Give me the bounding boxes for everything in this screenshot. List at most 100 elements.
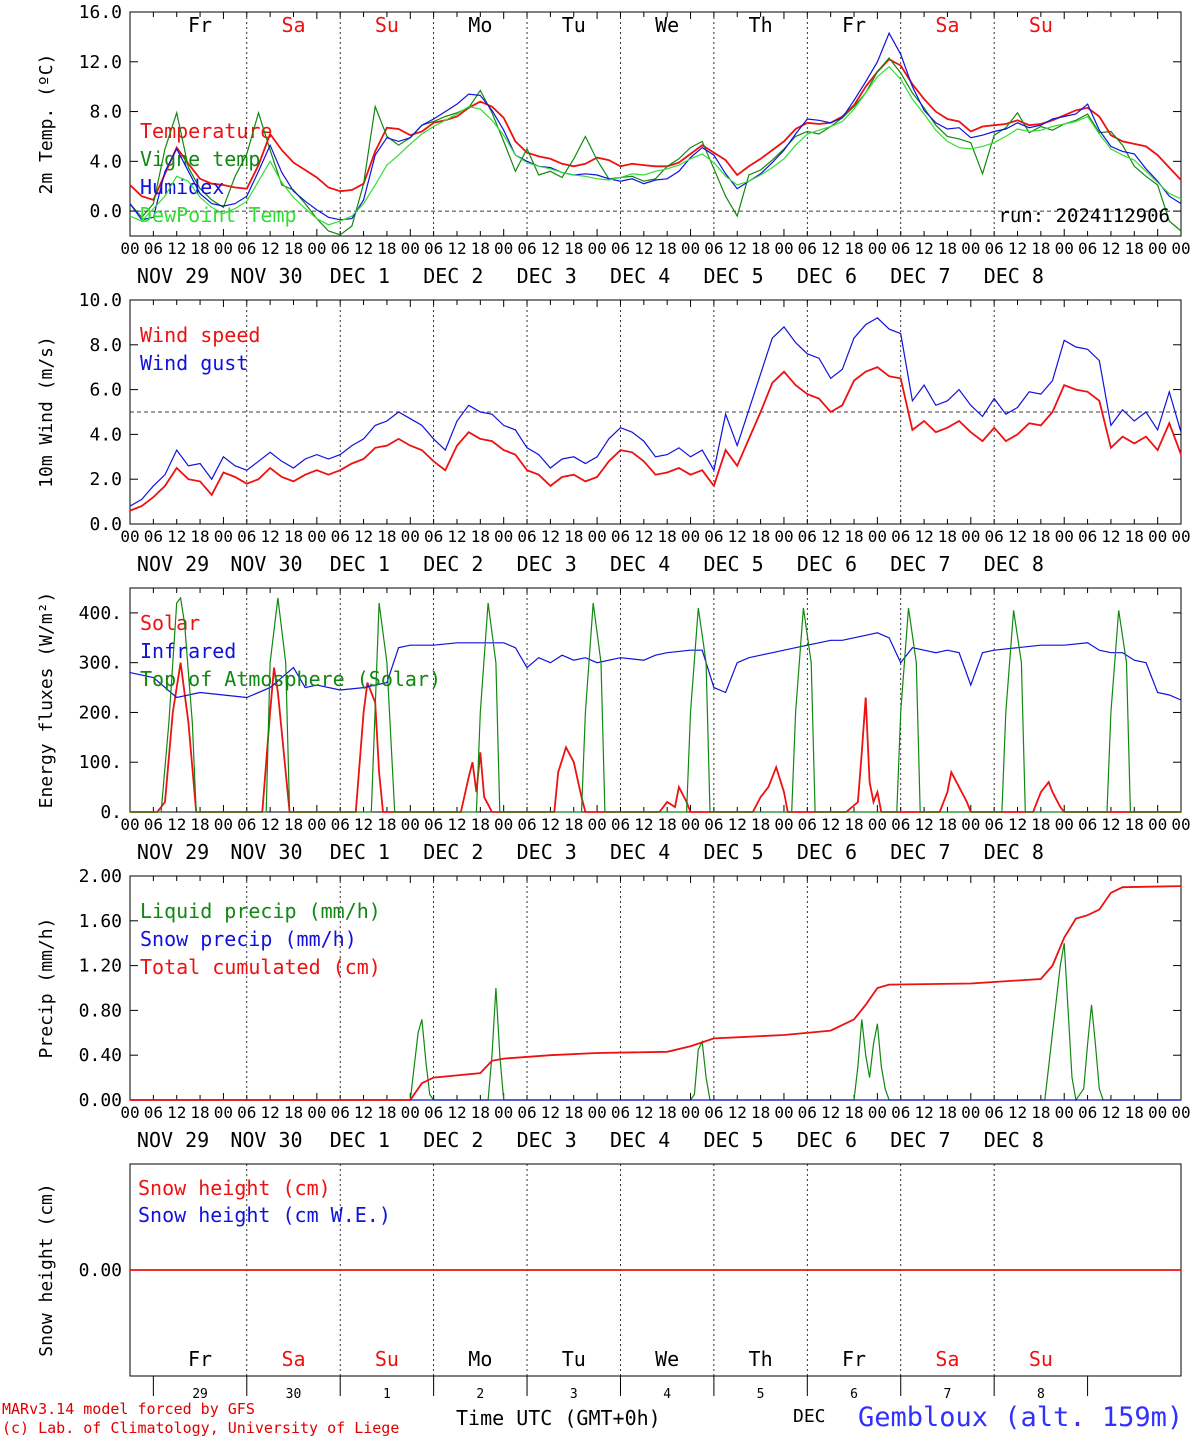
hour-tick-label: 18 — [564, 527, 583, 546]
y-tick-label: 0.00 — [79, 1090, 122, 1111]
legend-entry: Temperature — [140, 119, 272, 143]
hour-tick-label: 00 — [120, 239, 139, 258]
hour-tick-label: 18 — [658, 815, 677, 834]
day-number-label: 5 — [757, 1387, 765, 1402]
hour-tick-label: 12 — [541, 815, 560, 834]
hour-tick-label: 06 — [891, 527, 910, 546]
hour-tick-label: 18 — [844, 815, 863, 834]
day-number-label: 3 — [570, 1387, 578, 1402]
hour-tick-label: 00 — [774, 1103, 793, 1122]
hour-tick-label: 12 — [261, 1103, 280, 1122]
y-tick-label: 0.0 — [89, 514, 122, 535]
hour-tick-label: 00 — [868, 239, 887, 258]
weekday-label: Fr — [842, 13, 866, 37]
hour-tick-label: 12 — [167, 1103, 186, 1122]
hour-tick-label: 06 — [798, 527, 817, 546]
hour-tick-label: 00 — [120, 1103, 139, 1122]
weekday-label: Fr — [842, 1347, 866, 1371]
hour-tick-label: 06 — [424, 1103, 443, 1122]
hour-tick-label: 00 — [494, 815, 513, 834]
y-tick-label: 16.0 — [79, 2, 122, 23]
date-label: NOV 30 — [230, 552, 302, 576]
hour-tick-label: 06 — [144, 815, 163, 834]
hour-tick-label: 00 — [1171, 239, 1190, 258]
hour-tick-label: 06 — [611, 527, 630, 546]
legend-entry: Total cumulated (cm) — [140, 955, 381, 979]
hour-tick-label: 00 — [1055, 527, 1074, 546]
date-label: DEC 8 — [984, 840, 1044, 864]
weekday-label: We — [655, 13, 679, 37]
hour-tick-label: 12 — [1008, 1103, 1027, 1122]
hour-tick-label: 18 — [471, 1103, 490, 1122]
hour-tick-label: 06 — [517, 239, 536, 258]
y-tick-label: 0.00 — [79, 1260, 122, 1281]
hour-tick-label: 00 — [307, 239, 326, 258]
hour-tick-label: 00 — [961, 527, 980, 546]
day-number-label: 29 — [192, 1387, 208, 1402]
day-number-label: 4 — [663, 1387, 671, 1402]
hour-tick-label: 00 — [1055, 1103, 1074, 1122]
hour-tick-label: 12 — [914, 527, 933, 546]
hour-tick-label: 12 — [634, 527, 653, 546]
panel-3: 00 06 12 18 00 06 12 18 00 06 12 18 00 06 12 18 00 06 12 18… — [36, 587, 1191, 864]
hour-tick-label: 12 — [447, 527, 466, 546]
hour-tick-label: 18 — [471, 239, 490, 258]
hour-tick-label: 18 — [471, 815, 490, 834]
y-tick-label: 300. — [79, 653, 122, 674]
hour-tick-label: 00 — [681, 815, 700, 834]
day-number-strip: 29 30 1 2 3 4 5 6 7 8 — [130, 1375, 1181, 1402]
panel-1: 00 06 12 18 00 06 12 18 00 06 12 18 00 06 12 18 00 06 12 18… — [36, 2, 1191, 288]
weekday-label: Sa — [281, 1347, 305, 1371]
panel-4: 00 06 12 18 00 06 12 18 00 06 12 18 00 06 12 18 00 06 12 18… — [36, 866, 1191, 1152]
hour-tick-label: 06 — [424, 815, 443, 834]
y-tick-label: 2.0 — [89, 469, 122, 490]
hour-tick-label: 18 — [1031, 527, 1050, 546]
legend-entry: Snow height (cm) — [138, 1176, 331, 1200]
hour-tick-label: 00 — [307, 815, 326, 834]
y-axis-label: Precip (mm/h) — [36, 918, 57, 1059]
hour-tick-label: 06 — [985, 1103, 1004, 1122]
hour-tick-label: 18 — [190, 815, 209, 834]
hour-tick-label: 06 — [144, 527, 163, 546]
hour-tick-label: 06 — [704, 815, 723, 834]
y-tick-label: 1.20 — [79, 956, 122, 977]
hour-tick-label: 18 — [844, 1103, 863, 1122]
hour-tick-label: 12 — [354, 239, 373, 258]
weekday-label: Fr — [188, 13, 212, 37]
hour-tick-label: 00 — [494, 527, 513, 546]
hour-tick-label: 12 — [914, 239, 933, 258]
hour-tick-label: 00 — [1055, 239, 1074, 258]
date-label: DEC 5 — [703, 1128, 763, 1152]
hour-tick-label: 18 — [938, 815, 957, 834]
hour-tick-label: 18 — [751, 239, 770, 258]
weekday-label: Su — [1029, 13, 1053, 37]
date-label: DEC 1 — [330, 1128, 390, 1152]
legend-entry: Liquid precip (mm/h) — [140, 899, 381, 923]
weekday-label: Fr — [188, 1347, 212, 1371]
date-label: DEC 7 — [890, 264, 950, 288]
hour-tick-label: 12 — [1101, 527, 1120, 546]
hour-tick-label: 12 — [354, 1103, 373, 1122]
plot-frame — [129, 11, 1182, 237]
hour-tick-label: 06 — [985, 527, 1004, 546]
hour-tick-label: 00 — [1171, 527, 1190, 546]
hour-tick-label: 12 — [541, 1103, 560, 1122]
date-label: DEC 1 — [330, 552, 390, 576]
hour-tick-label: 00 — [961, 1103, 980, 1122]
y-tick-label: 8.0 — [89, 102, 122, 123]
hour-tick-label: 00 — [401, 1103, 420, 1122]
hour-tick-label: 00 — [961, 815, 980, 834]
weekday-label: Sa — [935, 13, 959, 37]
weekday-label: Sa — [281, 13, 305, 37]
date-label: DEC 2 — [423, 264, 483, 288]
date-label: DEC 5 — [703, 840, 763, 864]
hour-tick-label: 18 — [564, 239, 583, 258]
hour-tick-label: 00 — [681, 527, 700, 546]
hour-tick-label: 12 — [728, 527, 747, 546]
hour-tick-label: 06 — [891, 239, 910, 258]
date-label: NOV 30 — [230, 1128, 302, 1152]
weekday-label: Su — [375, 1347, 399, 1371]
hour-tick-label: 00 — [868, 1103, 887, 1122]
hour-tick-label: 18 — [471, 527, 490, 546]
date-label: NOV 29 — [137, 840, 209, 864]
